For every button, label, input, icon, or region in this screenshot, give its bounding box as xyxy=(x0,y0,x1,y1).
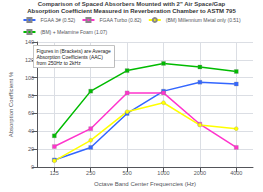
svg-text:250: 250 xyxy=(86,170,95,176)
svg-text:0: 0 xyxy=(31,164,34,170)
svg-text:FGAA Turbo (0.82): FGAA Turbo (0.82) xyxy=(99,17,141,23)
svg-text:4000: 4000 xyxy=(230,170,242,176)
svg-text:FGAA 3# (0.52): FGAA 3# (0.52) xyxy=(40,17,75,23)
svg-text:80: 80 xyxy=(28,93,34,99)
svg-text:(BM) Millennium Metal only (0.: (BM) Millennium Metal only (0.51) xyxy=(166,17,241,23)
svg-text:40: 40 xyxy=(28,128,34,134)
svg-text:Absorption Coefficients (AAC): Absorption Coefficients (AAC) xyxy=(36,53,103,60)
svg-text:100: 100 xyxy=(25,75,34,81)
svg-text:120: 120 xyxy=(25,57,34,63)
svg-text:Octave Band Center Frequencies: Octave Band Center Frequencies (Hz) xyxy=(94,181,196,187)
svg-text:Absorption Coefficient %: Absorption Coefficient % xyxy=(8,71,14,137)
svg-text:125: 125 xyxy=(50,170,59,176)
svg-text:Absorption Coefficient Measure: Absorption Coefficient Measured in Rever… xyxy=(27,8,236,14)
svg-text:140: 140 xyxy=(25,39,34,45)
svg-text:Comparison of Spaced Absorbers: Comparison of Spaced Absorbers Mounted w… xyxy=(38,1,226,7)
svg-text:500: 500 xyxy=(123,170,132,176)
svg-text:from 250Hz to 2kHz: from 250Hz to 2kHz xyxy=(37,60,82,66)
svg-text:20: 20 xyxy=(28,146,34,152)
svg-text:60: 60 xyxy=(28,110,34,116)
svg-text:Figures in (Brackets) are Aver: Figures in (Brackets) are Average xyxy=(36,47,111,54)
svg-text:1000: 1000 xyxy=(157,170,169,176)
svg-text:(BM) + Melamine Foam (1.07): (BM) + Melamine Foam (1.07) xyxy=(40,29,107,35)
svg-text:2000: 2000 xyxy=(194,170,206,176)
